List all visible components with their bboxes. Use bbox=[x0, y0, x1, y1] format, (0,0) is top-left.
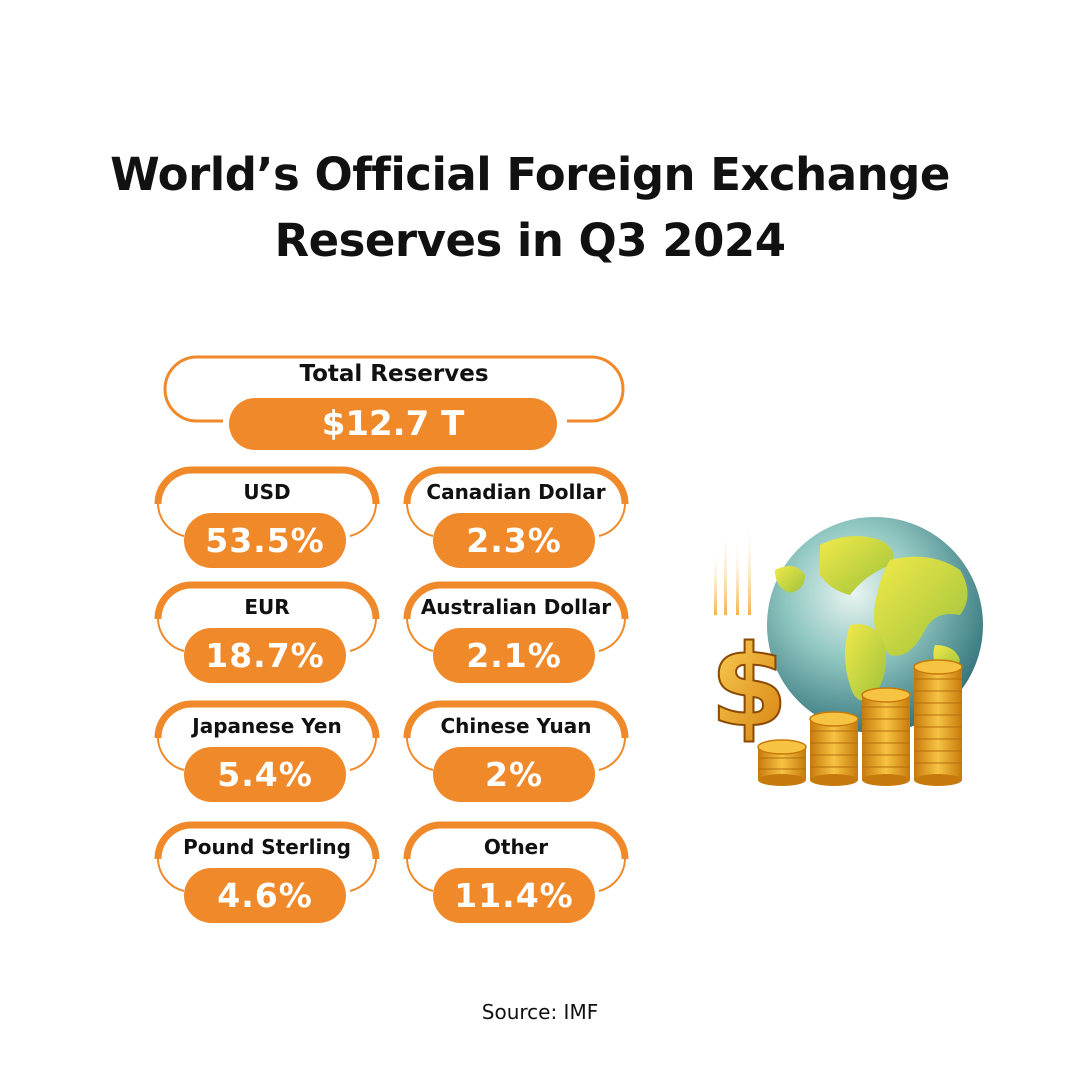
currency-share: 4.6% bbox=[184, 868, 346, 923]
currency-card-canadian-dollar: Canadian Dollar 2.3% bbox=[403, 466, 629, 571]
card-frame bbox=[163, 355, 625, 423]
money-globe-illustration: $ bbox=[709, 517, 983, 786]
card-frame bbox=[154, 466, 380, 537]
currency-share: 2% bbox=[433, 747, 595, 802]
card-frame bbox=[403, 700, 629, 771]
svg-text:$: $ bbox=[710, 622, 788, 752]
currency-card-pound-sterling: Pound Sterling 4.6% bbox=[154, 821, 380, 926]
currency-card-chinese-yuan: Chinese Yuan 2% bbox=[403, 700, 629, 805]
currency-share: 53.5% bbox=[184, 513, 346, 568]
currency-card-australian-dollar: Australian Dollar 2.1% bbox=[403, 581, 629, 686]
currency-share: 5.4% bbox=[184, 747, 346, 802]
coin-stacks-icon bbox=[757, 659, 963, 786]
currency-label: Other bbox=[483, 835, 549, 859]
currency-card-other: Other 11.4% bbox=[403, 821, 629, 926]
currency-share: 18.7% bbox=[184, 628, 346, 683]
card-frame bbox=[403, 466, 629, 537]
total-reserves-label: Total Reserves bbox=[299, 361, 489, 387]
title-line-1: World’s Official Foreign Exchange bbox=[110, 148, 950, 201]
card-frame bbox=[403, 581, 629, 652]
currency-share: 11.4% bbox=[433, 868, 595, 923]
currency-label: USD bbox=[243, 480, 291, 504]
card-frame bbox=[403, 821, 629, 892]
card-frame bbox=[154, 700, 380, 771]
currency-label: Japanese Yen bbox=[192, 714, 342, 738]
currency-share: 2.3% bbox=[433, 513, 595, 568]
total-reserves-value: $12.7 T bbox=[229, 398, 557, 450]
currency-card-japanese-yen: Japanese Yen 5.4% bbox=[154, 700, 380, 805]
currency-label: Canadian Dollar bbox=[426, 480, 606, 504]
currency-label: Chinese Yuan bbox=[440, 714, 592, 738]
title-line-2: Reserves in Q3 2024 bbox=[274, 214, 786, 267]
card-frame bbox=[154, 581, 380, 652]
currency-card-usd: USD 53.5% bbox=[154, 466, 380, 571]
currency-share: 2.1% bbox=[433, 628, 595, 683]
source-note: Source: IMF bbox=[481, 1000, 599, 1024]
currency-label: Pound Sterling bbox=[183, 835, 351, 859]
falling-streaks bbox=[714, 520, 751, 615]
currency-label: EUR bbox=[244, 595, 290, 619]
dollar-sign-icon: $ bbox=[709, 621, 789, 753]
card-frame bbox=[154, 821, 380, 892]
total-reserves-card: Total Reserves $12.7 T bbox=[163, 353, 625, 453]
currency-card-eur: EUR 18.7% bbox=[154, 581, 380, 686]
page-title: World’s Official Foreign Exchange Reserv… bbox=[90, 142, 970, 274]
currency-label: Australian Dollar bbox=[420, 595, 612, 619]
